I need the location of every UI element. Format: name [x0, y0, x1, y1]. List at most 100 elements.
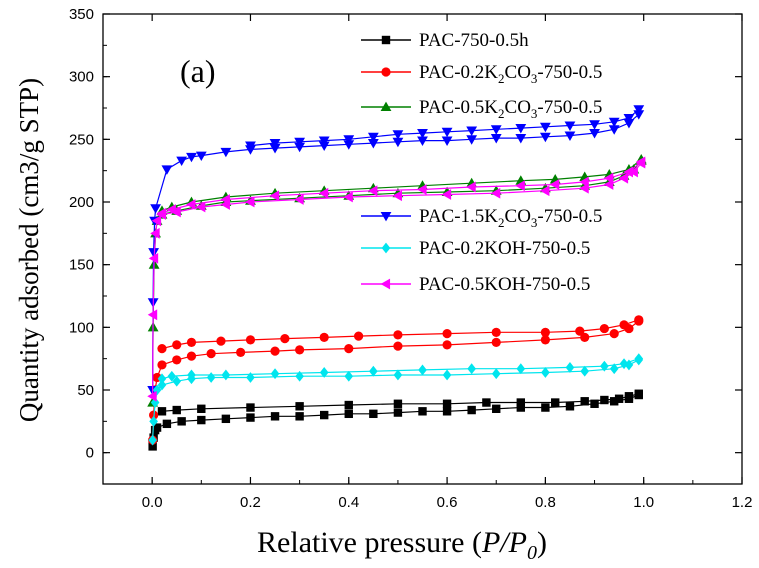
- data-point: [197, 415, 206, 425]
- data-point: [580, 397, 589, 406]
- legend-item-2: PAC-0.2K2CO3-750-0.5: [361, 62, 602, 86]
- data-point: [565, 402, 575, 411]
- data-point: [442, 369, 452, 381]
- data-point: [441, 189, 452, 200]
- data-point: [442, 399, 452, 408]
- data-point: [152, 384, 162, 396]
- data-point: [162, 419, 172, 429]
- data-point: [490, 134, 502, 144]
- y-tick-label: 300: [69, 69, 94, 86]
- data-point: [195, 151, 207, 162]
- y-tick-label: 150: [69, 257, 94, 274]
- data-point: [540, 335, 550, 345]
- data-point: [206, 349, 216, 359]
- data-point: [467, 363, 476, 375]
- desorption-line: [161, 358, 639, 380]
- data-point: [152, 423, 162, 432]
- data-point: [417, 184, 427, 195]
- y-tick-label: 50: [77, 382, 94, 399]
- data-point: [344, 400, 353, 410]
- legend-marker: [381, 35, 391, 45]
- data-point: [171, 206, 181, 218]
- data-point: [157, 407, 167, 416]
- data-point: [492, 404, 501, 413]
- legend-label: PAC-750-0.5h: [419, 30, 529, 51]
- data-point: [294, 142, 306, 153]
- data-point: [369, 365, 378, 377]
- data-point: [186, 199, 196, 210]
- legend-label: PAC-0.2KOH-750-0.5: [419, 238, 590, 259]
- data-point: [417, 136, 428, 146]
- data-point: [269, 144, 281, 154]
- data-point: [344, 370, 354, 382]
- data-point: [157, 344, 167, 354]
- data-point: [575, 326, 585, 336]
- data-point: [318, 141, 330, 151]
- data-point: [515, 180, 525, 192]
- data-point: [186, 351, 197, 361]
- data-point: [589, 129, 600, 139]
- data-point: [245, 141, 256, 151]
- legend-marker: [380, 211, 392, 222]
- data-point: [150, 397, 160, 408]
- plot-area: [147, 105, 647, 451]
- x-tick-label: 0.0: [142, 494, 163, 511]
- data-point: [392, 130, 404, 140]
- data-point: [580, 332, 590, 342]
- series-6: [147, 156, 646, 402]
- legend-marker: [380, 101, 392, 112]
- data-point: [417, 129, 428, 139]
- data-point: [319, 410, 329, 420]
- data-point: [186, 337, 197, 347]
- data-point: [150, 204, 161, 214]
- data-point: [172, 355, 182, 365]
- data-point: [624, 392, 634, 401]
- data-point: [623, 118, 635, 129]
- data-point: [580, 365, 590, 377]
- data-point: [220, 147, 232, 158]
- axes: 0.0 0.2 0.4 0.6 0.8 1.0 1.2 0 50 100 150 200 250 300 3…: [69, 6, 752, 511]
- x-tick-label: 0.4: [338, 494, 359, 511]
- data-point: [148, 248, 160, 258]
- data-point: [318, 136, 330, 146]
- data-point: [343, 191, 353, 203]
- data-point: [172, 340, 182, 350]
- data-point: [549, 179, 560, 190]
- data-point: [600, 360, 609, 372]
- data-point: [295, 402, 304, 411]
- data-point: [206, 372, 216, 383]
- data-point: [442, 329, 452, 339]
- data-point: [608, 125, 620, 135]
- desorption-line: [161, 319, 639, 350]
- y-tick-label: 100: [69, 319, 94, 336]
- data-point: [270, 346, 280, 356]
- data-point: [466, 126, 478, 136]
- data-point: [541, 403, 550, 412]
- data-point: [367, 139, 379, 149]
- data-point: [609, 363, 619, 375]
- data-point: [490, 125, 502, 135]
- data-point: [245, 335, 256, 345]
- data-point: [564, 131, 576, 141]
- data-point: [610, 397, 619, 406]
- data-point: [147, 390, 157, 402]
- data-point: [147, 309, 158, 321]
- legend-label: PAC-1.5K2CO3-750-0.5: [419, 206, 602, 230]
- data-point: [418, 407, 427, 416]
- data-point: [539, 185, 550, 197]
- legend: PAC-750-0.5h PAC-0.2K2CO3-750-0.5 PAC-0.5K…: [361, 30, 602, 295]
- data-point: [590, 399, 599, 408]
- data-point: [491, 327, 501, 337]
- legend-item-5: PAC-0.2KOH-750-0.5: [361, 238, 590, 259]
- data-point: [367, 185, 378, 197]
- data-point: [318, 187, 329, 199]
- data-point: [628, 166, 638, 178]
- data-point: [603, 172, 614, 184]
- data-point: [393, 408, 403, 417]
- data-point: [600, 395, 609, 405]
- x-tick-label: 0.8: [535, 494, 556, 511]
- data-point: [540, 327, 550, 337]
- data-point: [295, 412, 304, 421]
- x-tick-label: 1.0: [633, 494, 654, 511]
- data-point: [442, 407, 452, 416]
